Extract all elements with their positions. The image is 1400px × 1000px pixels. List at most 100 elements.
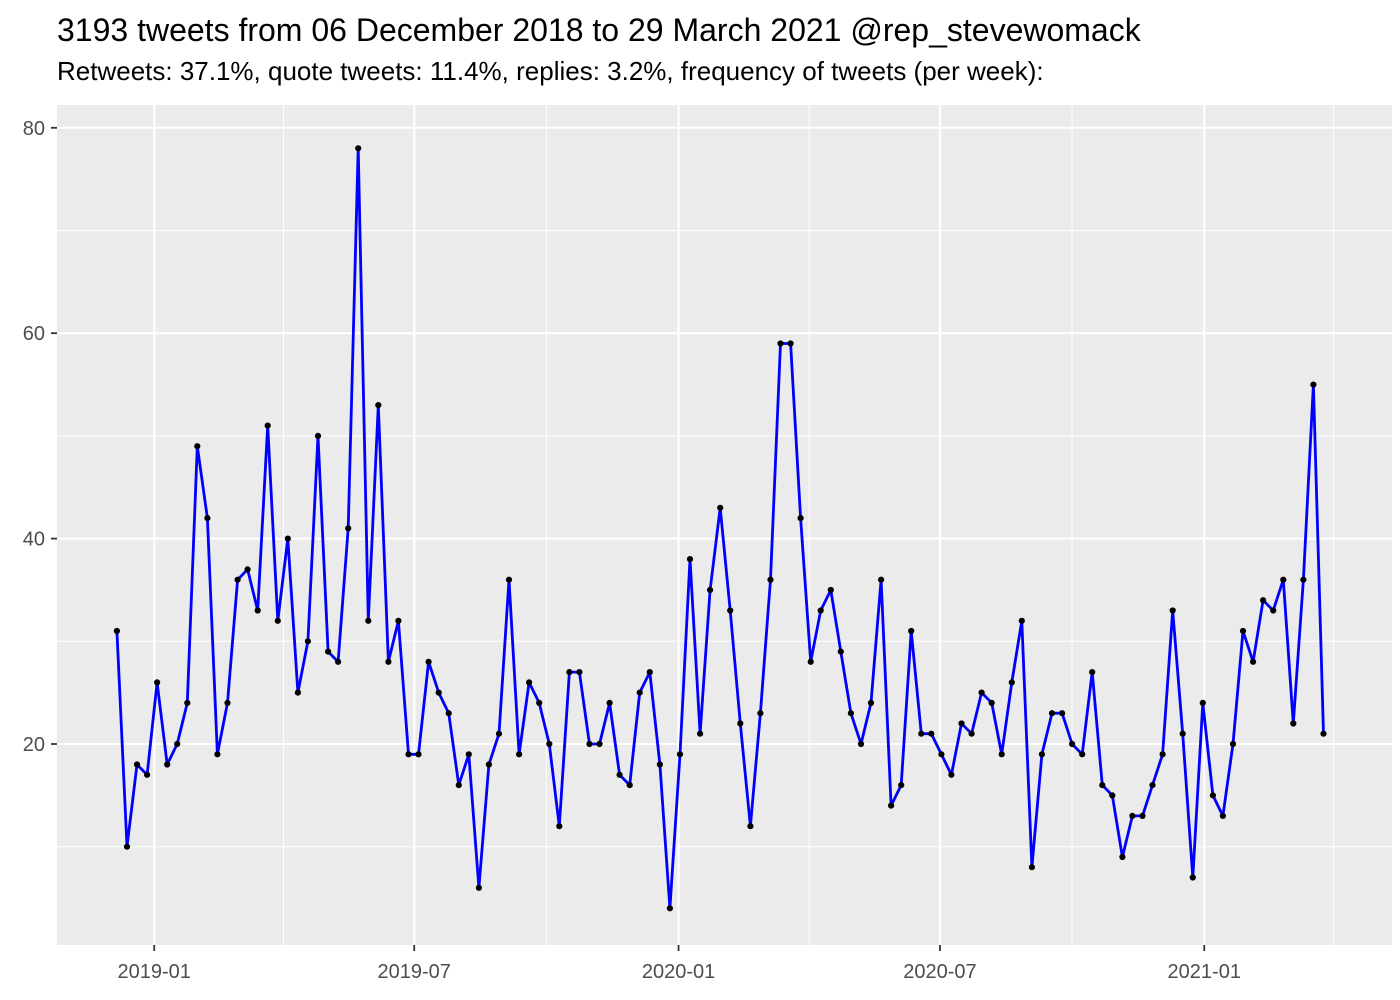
data-point <box>616 771 623 778</box>
data-point <box>978 689 985 696</box>
data-point <box>1159 751 1166 758</box>
data-point <box>274 617 281 624</box>
data-point <box>898 782 905 789</box>
data-point <box>244 566 251 573</box>
data-point <box>857 740 865 748</box>
data-point <box>526 679 533 686</box>
data-point <box>184 699 191 707</box>
data-point <box>1270 607 1277 614</box>
data-point <box>325 648 332 655</box>
data-point <box>1229 740 1237 748</box>
data-point <box>335 658 342 665</box>
data-point <box>787 340 794 347</box>
data-point <box>516 751 523 758</box>
data-point <box>636 689 643 696</box>
x-axis-label: 2020-07 <box>903 961 976 983</box>
data-point <box>144 771 151 778</box>
x-axis-label: 2021-01 <box>1168 961 1241 983</box>
data-point <box>1109 792 1116 799</box>
data-point <box>1209 792 1216 799</box>
data-point <box>445 710 452 717</box>
data-point <box>777 340 784 347</box>
data-point <box>254 607 261 614</box>
data-point <box>294 689 301 696</box>
data-point <box>1300 576 1307 583</box>
data-point <box>546 740 553 748</box>
data-point <box>938 751 945 758</box>
data-point <box>385 658 392 665</box>
data-point <box>395 617 402 624</box>
data-point <box>304 638 311 645</box>
data-point <box>948 771 955 778</box>
data-point <box>988 699 995 707</box>
data-point <box>1320 730 1327 737</box>
data-point <box>1149 782 1156 789</box>
data-point <box>345 525 352 532</box>
data-point <box>656 761 664 768</box>
data-point <box>1079 751 1086 758</box>
data-point <box>958 720 965 727</box>
data-point <box>1028 864 1035 871</box>
data-point <box>455 782 462 789</box>
data-point <box>365 617 372 624</box>
data-point <box>1169 607 1176 614</box>
y-axis-label: 60 <box>23 323 45 345</box>
y-axis-label: 80 <box>23 118 45 140</box>
data-point <box>596 740 603 748</box>
data-point <box>556 823 563 830</box>
chart-title: 3193 tweets from 06 December 2018 to 29 … <box>57 12 1141 48</box>
data-point <box>1119 853 1126 861</box>
data-point <box>284 535 291 542</box>
data-point <box>576 669 583 676</box>
data-point <box>1038 751 1045 758</box>
data-point <box>123 843 131 850</box>
data-point <box>867 699 875 707</box>
data-point <box>888 802 895 809</box>
x-axis-label: 2020-01 <box>642 961 715 983</box>
data-point <box>1048 710 1056 717</box>
data-point <box>264 422 271 429</box>
data-point <box>154 679 161 686</box>
data-point <box>697 730 704 737</box>
data-point <box>505 576 513 583</box>
data-point <box>757 710 764 717</box>
data-point <box>1089 669 1096 676</box>
data-point <box>465 751 472 758</box>
data-point <box>204 515 211 522</box>
data-point <box>918 730 925 737</box>
data-point <box>1189 874 1196 881</box>
data-point <box>485 761 492 768</box>
data-point <box>194 443 201 450</box>
data-point <box>1280 576 1287 583</box>
data-point <box>1018 617 1025 624</box>
data-point <box>797 515 804 522</box>
data-point <box>807 658 814 665</box>
data-point <box>998 751 1005 758</box>
data-point <box>707 586 714 594</box>
data-point <box>536 699 543 707</box>
data-point <box>224 699 231 707</box>
y-axis-label: 20 <box>23 734 45 756</box>
data-point <box>405 751 412 758</box>
data-point <box>1219 812 1226 820</box>
data-point <box>415 751 422 758</box>
data-point <box>837 648 844 655</box>
data-point <box>475 884 482 891</box>
x-axis-label: 2019-07 <box>378 961 451 983</box>
data-point <box>737 720 744 727</box>
data-point <box>908 627 915 635</box>
data-point <box>133 761 141 768</box>
data-point <box>1179 730 1186 737</box>
data-point <box>717 504 724 511</box>
data-point <box>666 905 674 912</box>
x-axis-label: 2019-01 <box>118 961 191 983</box>
data-point <box>234 576 241 583</box>
data-point <box>1099 782 1106 789</box>
data-point <box>606 699 613 707</box>
data-point <box>1069 740 1076 748</box>
data-point <box>747 823 754 830</box>
data-point <box>676 751 684 758</box>
data-point <box>878 576 885 583</box>
data-point <box>1199 699 1206 707</box>
